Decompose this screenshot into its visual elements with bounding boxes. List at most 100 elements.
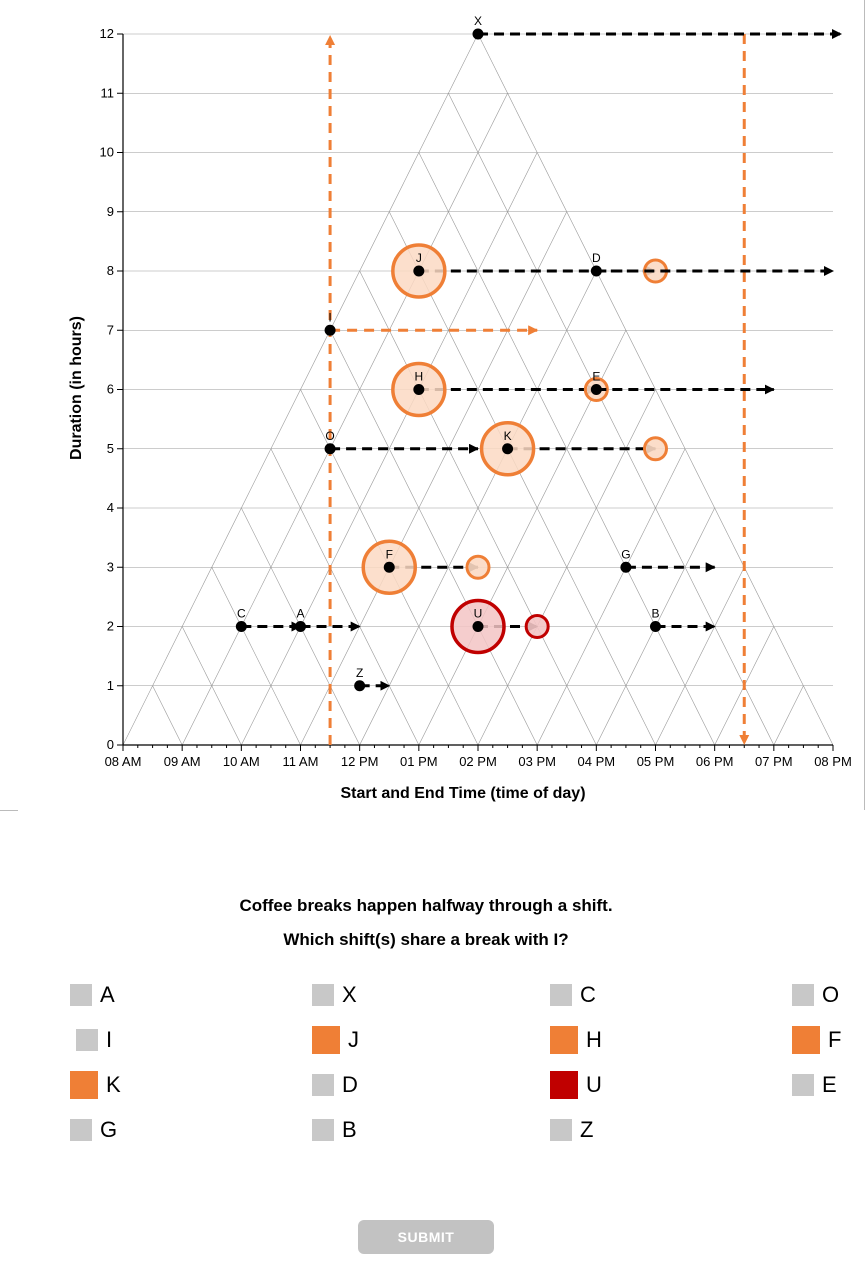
grid-line-diag [181, 93, 508, 746]
grid-line-diag [448, 93, 775, 746]
option-j[interactable]: J [312, 1025, 359, 1055]
y-axis-title: Duration (in hours) [68, 316, 85, 460]
submit-button[interactable]: SUBMIT [358, 1220, 494, 1254]
y-tick-label: 11 [101, 85, 115, 100]
option-checkbox[interactable] [312, 1026, 340, 1054]
point-c [235, 621, 247, 632]
grid-line-diag [388, 211, 656, 746]
option-label: E [822, 1072, 837, 1097]
option-checkbox[interactable] [312, 1074, 334, 1096]
option-checkbox[interactable] [792, 1074, 814, 1096]
option-e[interactable]: E [792, 1070, 837, 1100]
grid-line-diag [536, 448, 686, 746]
option-label: B [342, 1117, 357, 1142]
triangular-time-chart: 08 AM 09 AM 10 AM 11 AM 12 PM 01 PM 02 PM 03 PM… [68, 14, 852, 802]
option-checkbox[interactable] [70, 1119, 92, 1141]
grid-line-diag [300, 211, 568, 746]
option-checkbox[interactable] [550, 1026, 578, 1054]
x-tick-label: 10 AM [223, 754, 260, 769]
grid-line-diag [477, 33, 834, 746]
y-tick-label: 6 [107, 382, 114, 397]
option-label: H [586, 1027, 602, 1052]
grid-line-diag [329, 330, 538, 746]
grid-line-diag [655, 567, 745, 746]
option-g[interactable]: G [70, 1115, 117, 1145]
point-h [413, 384, 425, 395]
point-u [472, 621, 484, 632]
grid-line-diag [270, 448, 420, 746]
y-tick-label: 2 [107, 619, 114, 634]
option-f[interactable]: F [792, 1025, 841, 1055]
option-checkbox[interactable] [550, 1071, 578, 1099]
point-x [472, 28, 484, 40]
option-checkbox[interactable] [792, 1026, 820, 1054]
point-d [590, 265, 602, 277]
option-d[interactable]: D [312, 1070, 358, 1100]
x-tick-label: 08 PM [814, 754, 852, 769]
grid-line-diag [211, 567, 301, 746]
point-i [324, 324, 336, 336]
x-tick-label: 07 PM [755, 754, 793, 769]
point-label-g: G [621, 547, 630, 561]
point-label-k: K [504, 429, 512, 443]
option-h[interactable]: H [550, 1025, 602, 1055]
break-marker-ring [643, 436, 668, 462]
grid-line-diag [152, 685, 183, 746]
x-tick-label: 11 AM [283, 754, 319, 769]
option-checkbox[interactable] [70, 1071, 98, 1099]
option-label: G [100, 1117, 118, 1142]
option-label: D [342, 1072, 358, 1097]
point-e [590, 384, 602, 395]
x-tick-label: 08 AM [105, 754, 142, 769]
point-label-a: A [296, 607, 304, 621]
option-b[interactable]: B [312, 1115, 357, 1145]
point-j [413, 265, 425, 277]
y-tick-label: 1 [107, 678, 114, 693]
point-label-e: E [592, 370, 600, 384]
frame-edge-left [0, 810, 18, 811]
option-checkbox[interactable] [76, 1029, 98, 1051]
point-o [324, 443, 336, 455]
y-tick-label: 0 [107, 737, 114, 752]
x-tick-label: 02 PM [459, 754, 497, 769]
grid-line-diag [418, 152, 715, 746]
option-checkbox[interactable] [550, 1119, 572, 1141]
option-checkbox[interactable] [312, 1119, 334, 1141]
y-tick-label: 8 [107, 263, 114, 278]
option-label: F [828, 1027, 842, 1052]
option-label: K [106, 1072, 121, 1097]
option-o[interactable]: O [792, 980, 839, 1010]
point-label-o: O [325, 429, 334, 443]
option-label: I [106, 1027, 113, 1052]
option-checkbox[interactable] [550, 984, 572, 1006]
point-label-f: F [386, 547, 393, 561]
option-k[interactable]: K [70, 1070, 121, 1100]
option-u[interactable]: U [550, 1070, 602, 1100]
option-x[interactable]: X [312, 980, 357, 1010]
option-i[interactable]: I [70, 1025, 112, 1055]
grid-line-diag [359, 270, 597, 746]
option-z[interactable]: Z [550, 1115, 593, 1145]
option-checkbox[interactable] [312, 984, 334, 1006]
grid-line-diag [181, 626, 242, 746]
point-k [502, 443, 514, 455]
option-a[interactable]: A [70, 980, 115, 1010]
break-marker-ring [524, 614, 550, 639]
option-checkbox[interactable] [70, 984, 92, 1006]
question-line-1: Coffee breaks happen halfway through a s… [239, 896, 613, 915]
x-tick-label: 05 PM [637, 754, 675, 769]
y-tick-label: 10 [100, 145, 114, 160]
frame-edge-right [864, 0, 865, 810]
point-z [354, 680, 366, 692]
point-label-u: U [474, 607, 483, 621]
option-checkbox[interactable] [792, 984, 814, 1006]
option-c[interactable]: C [550, 980, 596, 1010]
grid-line-diag [773, 685, 804, 746]
y-tick-label: 9 [107, 204, 114, 219]
point-b [650, 621, 661, 632]
point-label-z: Z [356, 666, 363, 680]
point-a [295, 621, 306, 632]
point-f [383, 561, 395, 573]
y-tick-label: 7 [107, 322, 114, 337]
point-label-b: B [651, 607, 659, 621]
